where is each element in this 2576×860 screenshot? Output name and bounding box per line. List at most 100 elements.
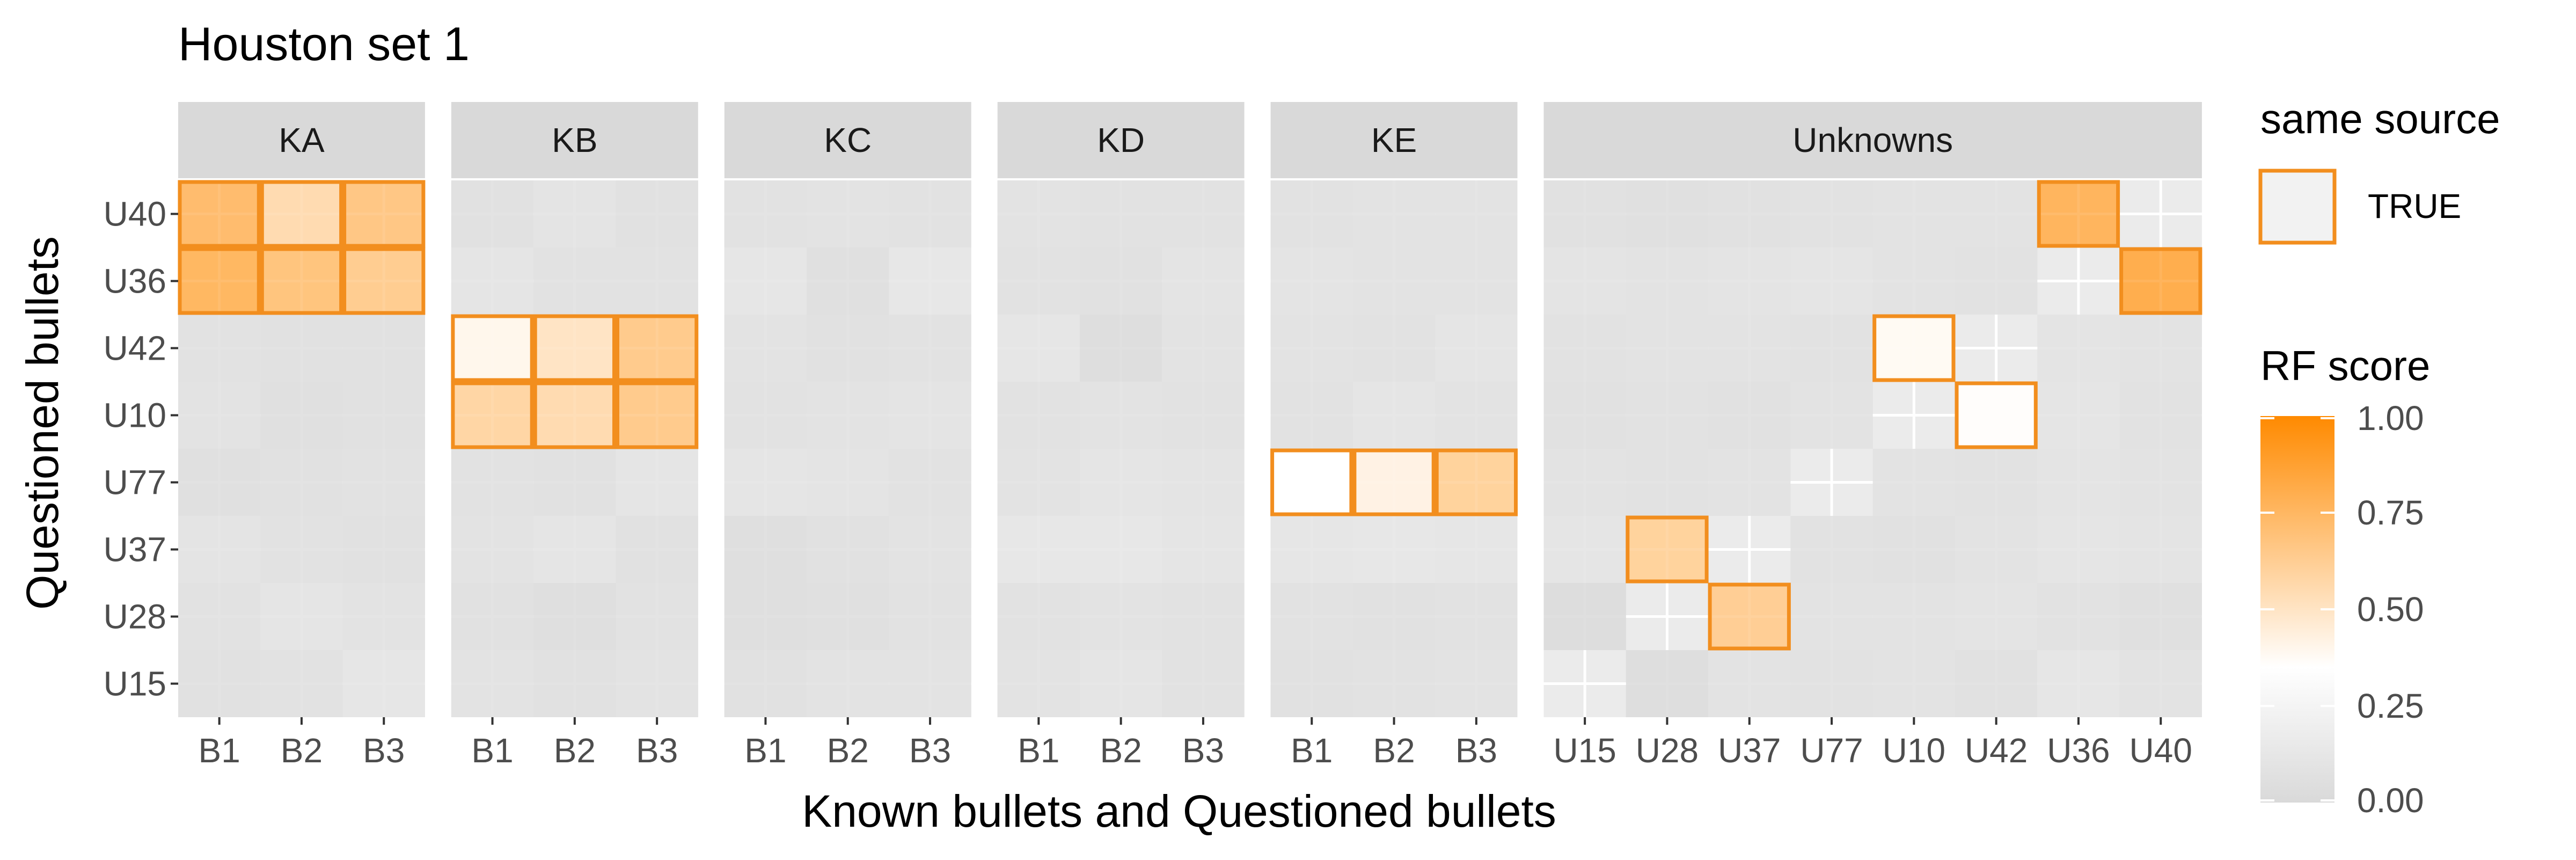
y-tick-label: U28 — [104, 597, 166, 636]
heatmap-cell-overlay — [1872, 583, 1955, 650]
heatmap-cell-overlay — [451, 315, 534, 382]
x-tick-label: B3 — [363, 731, 405, 770]
heatmap-cell-overlay — [616, 449, 698, 516]
heatmap-cell-overlay — [616, 583, 698, 650]
heatmap-cell-overlay — [724, 247, 807, 315]
heatmap-cell-overlay — [260, 449, 343, 516]
same-source-outline — [451, 314, 534, 382]
heatmap-cell-overlay — [1162, 382, 1245, 449]
heatmap-cell-overlay — [2119, 315, 2202, 382]
heatmap-cell-overlay — [342, 382, 425, 449]
heatmap-cell-overlay — [889, 583, 971, 650]
heatmap-cell-overlay — [1626, 449, 1709, 516]
same-source-outline — [1435, 448, 1518, 516]
heatmap-cell-overlay — [533, 449, 616, 516]
heatmap-cell-overlay — [451, 516, 534, 583]
heatmap-cell-overlay — [997, 382, 1080, 449]
heatmap-cell-overlay — [260, 247, 343, 315]
heatmap-cell-overlay — [1543, 516, 1626, 583]
heatmap-cell-overlay — [807, 650, 889, 717]
y-axis-title: Questioned bullets — [17, 236, 68, 610]
heatmap-cell-overlay — [1162, 315, 1245, 382]
heatmap-cell-overlay — [1270, 650, 1353, 717]
facet-strip-label: KA — [279, 121, 325, 159]
heatmap-cell-overlay — [1352, 650, 1436, 717]
heatmap-cell-overlay — [1708, 315, 1791, 382]
heatmap-cell-overlay — [1872, 449, 1955, 516]
heatmap-cell-overlay — [1626, 650, 1709, 717]
heatmap-cell-overlay — [2037, 650, 2120, 717]
same-source-outline — [342, 180, 426, 248]
facet-panel-kb: KB B1 B2 B3 — [451, 102, 699, 770]
heatmap-cell-overlay — [889, 180, 971, 247]
heatmap-cell-overlay — [889, 382, 971, 449]
heatmap-cell-overlay — [1955, 516, 2038, 583]
same-source-outline — [260, 180, 343, 248]
x-tick-label: U40 — [2129, 731, 2192, 770]
x-tick-label: B2 — [1100, 731, 1142, 770]
heatmap-cell-overlay — [2037, 583, 2120, 650]
heatmap-cell-overlay — [1270, 583, 1353, 650]
x-tick-label: B3 — [1182, 731, 1224, 770]
same-source-outline — [616, 381, 699, 449]
heatmap-cell-overlay — [724, 650, 807, 717]
facet-panel-ka: KA B1 B2 B3 — [178, 102, 426, 770]
heatmap-cell-overlay — [533, 650, 616, 717]
same-source-outline — [1270, 448, 1353, 516]
facet-strip-label: Unknowns — [1792, 121, 1953, 159]
heatmap-cell-overlay — [1080, 180, 1162, 247]
heatmap-cell-overlay — [1162, 650, 1245, 717]
heatmap-cell-overlay — [1790, 583, 1873, 650]
heatmap-cell-overlay — [1872, 247, 1955, 315]
heatmap-cell-overlay — [889, 650, 971, 717]
heatmap-cell-overlay — [342, 449, 425, 516]
heatmap-cell-overlay — [178, 180, 261, 247]
heatmap-cell-overlay — [260, 382, 343, 449]
heatmap-cell-overlay — [616, 180, 698, 247]
same-source-legend-key — [2258, 169, 2337, 245]
same-source-legend-label: TRUE — [2368, 187, 2461, 225]
facet-strip — [451, 102, 698, 178]
heatmap-cell-overlay — [889, 247, 971, 315]
facet-panel-ke: KE B1 B2 B3 — [1270, 102, 1518, 770]
facet-strip-label: KE — [1371, 121, 1417, 159]
heatmap-cell-overlay — [1955, 247, 2038, 315]
y-tick-label: U40 — [104, 195, 166, 234]
facet-panel-kd: KD B1 B2 B3 — [997, 102, 1245, 770]
heatmap-cell-overlay — [1162, 180, 1245, 247]
x-tick-label: B1 — [1018, 731, 1059, 770]
same-source-outline — [616, 314, 699, 382]
facet-strip — [1543, 102, 2202, 178]
facet-strip — [724, 102, 971, 178]
heatmap-cell-overlay — [997, 583, 1080, 650]
heatmap-cell-overlay — [1352, 382, 1436, 449]
heatmap-cell-overlay — [616, 247, 698, 315]
heatmap-cell-overlay — [1543, 315, 1626, 382]
facet-strip-label: KB — [552, 121, 597, 159]
heatmap-cell-overlay — [807, 247, 889, 315]
heatmap-cell-overlay — [2037, 382, 2120, 449]
heatmap-cell-overlay — [342, 583, 425, 650]
heatmap-cell-overlay — [451, 449, 534, 516]
x-tick-label: B3 — [909, 731, 951, 770]
same-source-outline — [533, 381, 617, 449]
heatmap-cell-overlay — [1872, 516, 1955, 583]
color-scale-tick-label: 0.50 — [2357, 590, 2424, 629]
same-source-outline — [1872, 314, 1956, 382]
heatmap-cell-overlay — [2119, 247, 2202, 315]
x-tick-label: U36 — [2047, 731, 2110, 770]
heatmap-cell-overlay — [1352, 516, 1436, 583]
chart-title: Houston set 1 — [178, 17, 470, 70]
heatmap-cell-overlay — [1708, 583, 1791, 650]
heatmap-cell-overlay — [1955, 382, 2038, 449]
heatmap-cell-overlay — [1352, 583, 1436, 650]
x-tick-label: U42 — [1965, 731, 2028, 770]
heatmap-cell-overlay — [1955, 583, 2038, 650]
heatmap-cell-overlay — [260, 583, 343, 650]
x-axis-title: Known bullets and Questioned bullets — [802, 786, 1556, 836]
color-scale-tick-label: 1.00 — [2357, 399, 2424, 438]
heatmap-cell-overlay — [889, 516, 971, 583]
heatmap-cell-overlay — [724, 180, 807, 247]
heatmap-cell-overlay — [616, 382, 698, 449]
